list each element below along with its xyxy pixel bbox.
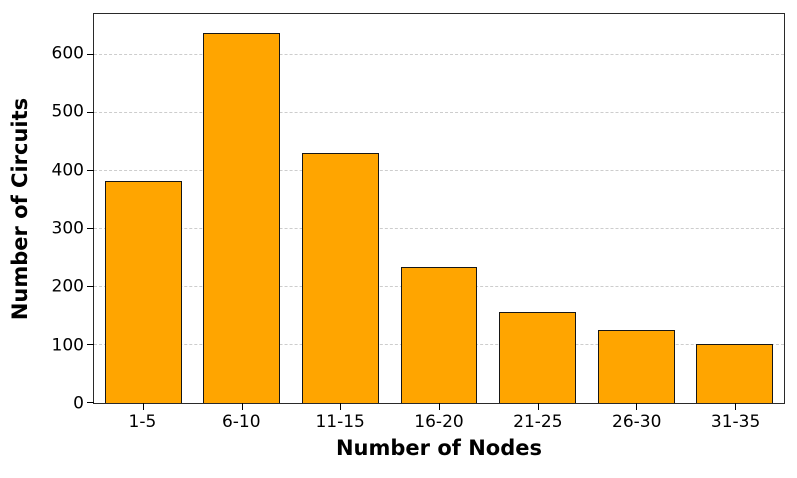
y-tick-label: 200 xyxy=(51,276,84,297)
x-axis-label: Number of Nodes xyxy=(335,436,542,460)
y-tick-mark xyxy=(87,111,94,113)
y-tick-label: 0 xyxy=(73,393,84,414)
x-tick-label: 16-20 xyxy=(414,412,464,432)
x-tick-mark xyxy=(340,403,342,410)
gridline xyxy=(94,227,784,229)
y-tick-label: 600 xyxy=(51,43,84,64)
gridline xyxy=(94,111,784,113)
bar-26-30 xyxy=(597,329,675,403)
x-tick-mark xyxy=(734,403,736,410)
x-tick-mark xyxy=(143,403,145,410)
bar-11-15 xyxy=(302,152,379,403)
bar-16-20 xyxy=(400,267,478,403)
bar-slot xyxy=(488,14,587,403)
bar-1-5 xyxy=(104,180,182,403)
gridline xyxy=(94,53,784,55)
x-tick-label: 21-25 xyxy=(513,412,563,432)
x-tick-mark xyxy=(241,403,243,410)
y-tick-label: 400 xyxy=(51,160,84,181)
bar-slot xyxy=(193,14,292,403)
y-tick-mark xyxy=(87,169,94,171)
y-axis-tick-labels: 0 100 200 300 400 500 600 xyxy=(0,13,84,412)
bar-slot xyxy=(390,14,489,403)
bar-slot xyxy=(291,14,390,403)
y-tick-mark xyxy=(87,53,94,55)
bar-slot xyxy=(685,14,784,403)
x-tick-label: 11-15 xyxy=(315,412,365,432)
x-tick-label: 26-30 xyxy=(612,412,662,432)
bar-slot xyxy=(94,14,193,403)
y-tick-mark xyxy=(87,343,94,345)
bar-21-25 xyxy=(499,312,577,403)
bars-container xyxy=(94,14,784,403)
x-tick-label: 6-10 xyxy=(221,412,261,432)
y-tick-mark xyxy=(87,402,94,403)
x-tick-mark xyxy=(439,403,440,410)
x-tick-mark xyxy=(537,403,539,410)
x-tick-mark xyxy=(636,403,638,410)
y-tick-mark xyxy=(87,285,94,287)
gridline xyxy=(94,169,784,171)
y-tick-label: 100 xyxy=(51,335,84,356)
y-tick-mark xyxy=(87,227,94,229)
bar-slot xyxy=(587,14,686,403)
x-tick-label: 31-35 xyxy=(710,412,761,432)
bar-31-35 xyxy=(696,344,774,403)
y-tick-label: 300 xyxy=(51,218,84,239)
y-tick-label: 500 xyxy=(51,101,84,122)
plot-area xyxy=(87,13,785,410)
x-axis-tick-labels: 1-5 6-10 11-15 16-20 21-25 26-30 31-35 xyxy=(93,412,785,432)
x-tick-label: 1-5 xyxy=(128,412,157,432)
bar-6-10 xyxy=(203,32,281,403)
